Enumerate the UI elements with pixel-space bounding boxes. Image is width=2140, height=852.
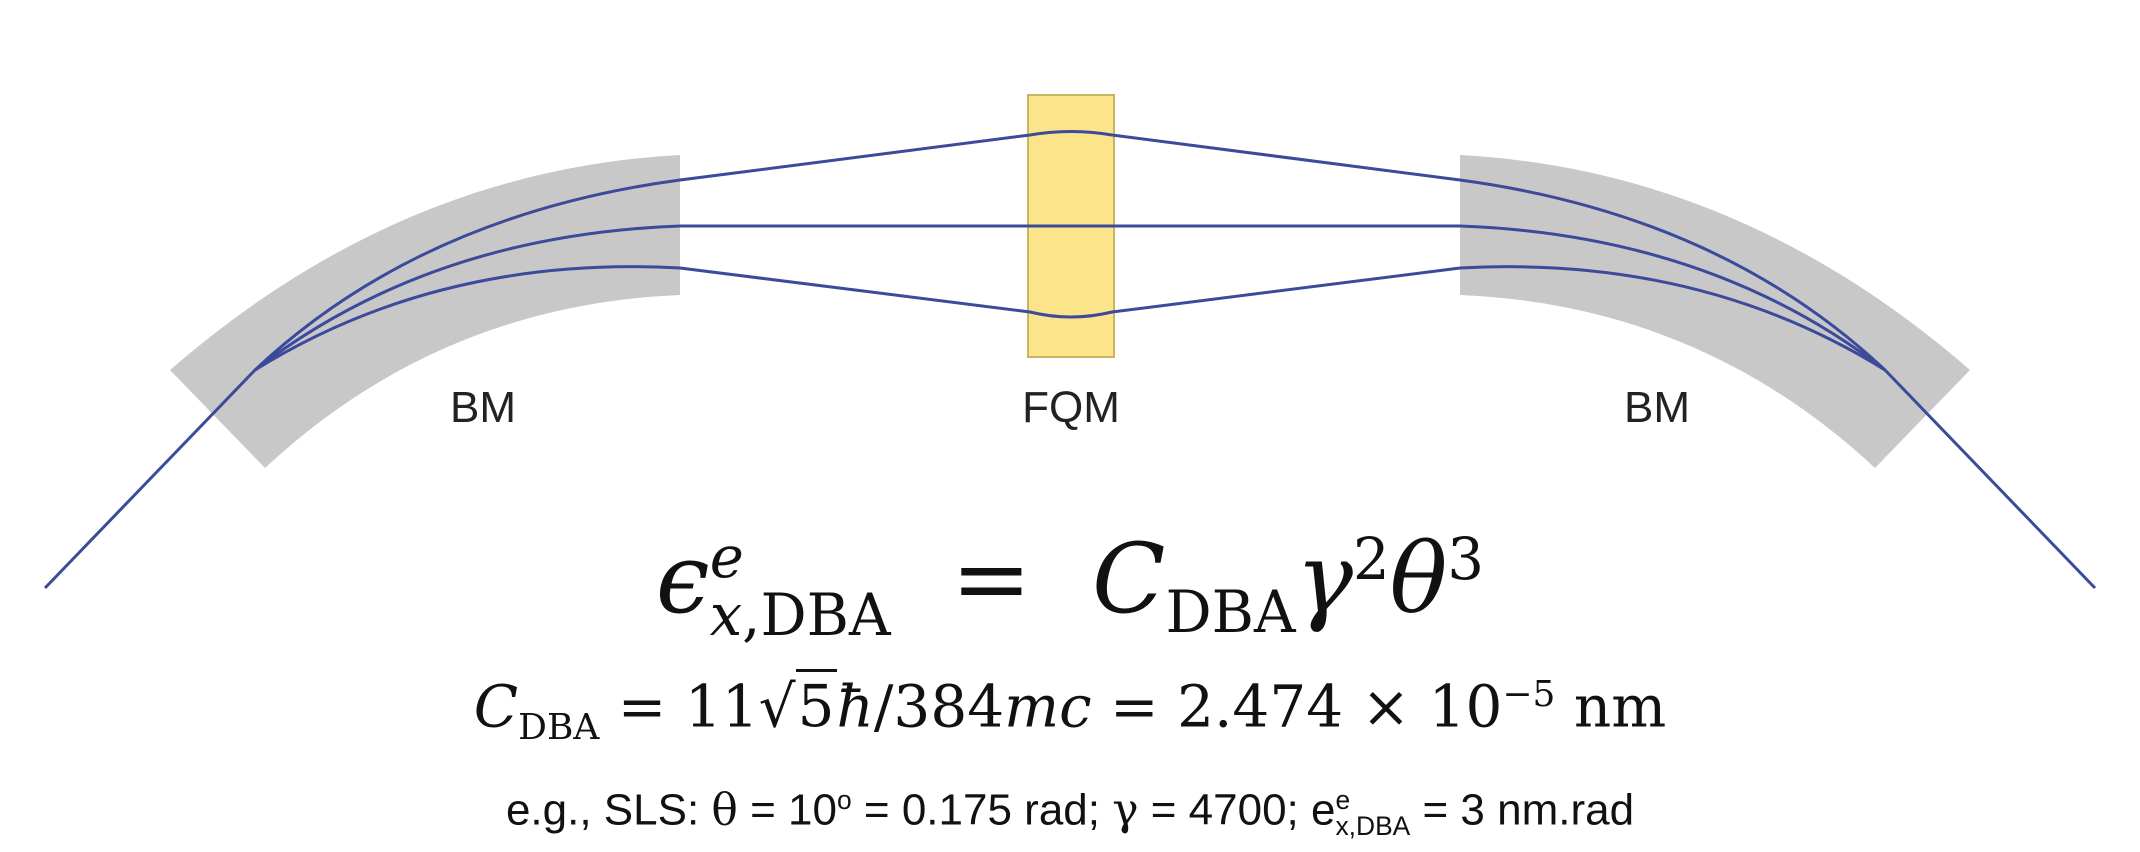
beam-exit-line [1883, 368, 2097, 590]
emittance-indices: e x,DBA [710, 529, 891, 644]
bend-magnet-left [170, 155, 680, 468]
constant-subscript: DBA [518, 706, 600, 748]
dba-constant-equation: CDBA = 11√5ħ/384mc = 2.474 × 10−5 nm [0, 655, 2140, 768]
constant-mid: /384 [873, 672, 1005, 741]
beam-trajectory-middle [254, 224, 1886, 372]
emittance-subscript-text: ,DBA [742, 582, 891, 649]
sqrt-arg: 5 [795, 669, 837, 741]
example-gamma-val: = 4700; [1138, 785, 1311, 835]
hbar-symbol: ħ [836, 672, 874, 741]
example-rad-val: = 0.175 rad; [851, 785, 1113, 835]
example-e: e [1311, 785, 1336, 835]
emittance-subscript: x,DBA [710, 587, 891, 645]
emittance-equation: ϵ e x,DBA = CDBAγ2θ3 [0, 505, 2140, 668]
label-bm-left: BM [450, 383, 516, 432]
bend-magnet-right [1460, 155, 1970, 468]
example-e-indices: e x,DBA [1335, 784, 1411, 842]
sqrt-sign: √ [758, 672, 796, 741]
example-theta-val: = 10 [737, 785, 837, 835]
example-gamma: γ [1112, 784, 1139, 836]
constant-unit: nm [1555, 672, 1667, 741]
label-bm-right: BM [1624, 383, 1690, 432]
mc-symbol: mc [1004, 672, 1092, 741]
example-theta: θ [711, 784, 738, 836]
dba-lattice-diagram: BM FQM BM [43, 94, 2097, 590]
example-e-sup: e [1335, 784, 1351, 815]
dba-constant-symbol: C [1092, 523, 1166, 635]
beam-trajectory-upper [253, 130, 1887, 372]
beam-trajectories [43, 130, 2097, 590]
theta-exponent: 3 [1447, 526, 1485, 593]
example-e-val: = 3 nm.rad [1410, 785, 1635, 835]
example-degree: o [837, 785, 852, 815]
beam-trajectory-lower [254, 265, 1886, 372]
constant-eq2: = 2.474 × 10 [1091, 672, 1503, 741]
constant-symbol: C [473, 672, 519, 741]
label-fqm: FQM [1022, 383, 1120, 432]
sls-example-line: e.g., SLS: θ = 10o = 0.175 rad; γ = 4700… [0, 770, 2140, 841]
example-prefix: e.g., SLS: [505, 785, 712, 835]
gamma-exponent: 2 [1352, 526, 1390, 593]
constant-exponent: −5 [1502, 674, 1556, 715]
dba-constant-subscript: DBA [1165, 579, 1296, 647]
constant-eq1: = 11 [599, 672, 759, 741]
theta-symbol: θ [1389, 523, 1448, 635]
emittance-symbol: ϵ [655, 523, 710, 635]
gamma-symbol: γ [1295, 523, 1353, 635]
example-e-sub: x,DBA [1335, 811, 1411, 842]
emittance-subscript-var: x [709, 582, 743, 649]
emittance-equals: = [951, 523, 1032, 635]
sqrt-radicand: 5 [795, 666, 837, 746]
beam-entry-line [43, 368, 257, 590]
emittance-superscript: e [709, 524, 744, 592]
